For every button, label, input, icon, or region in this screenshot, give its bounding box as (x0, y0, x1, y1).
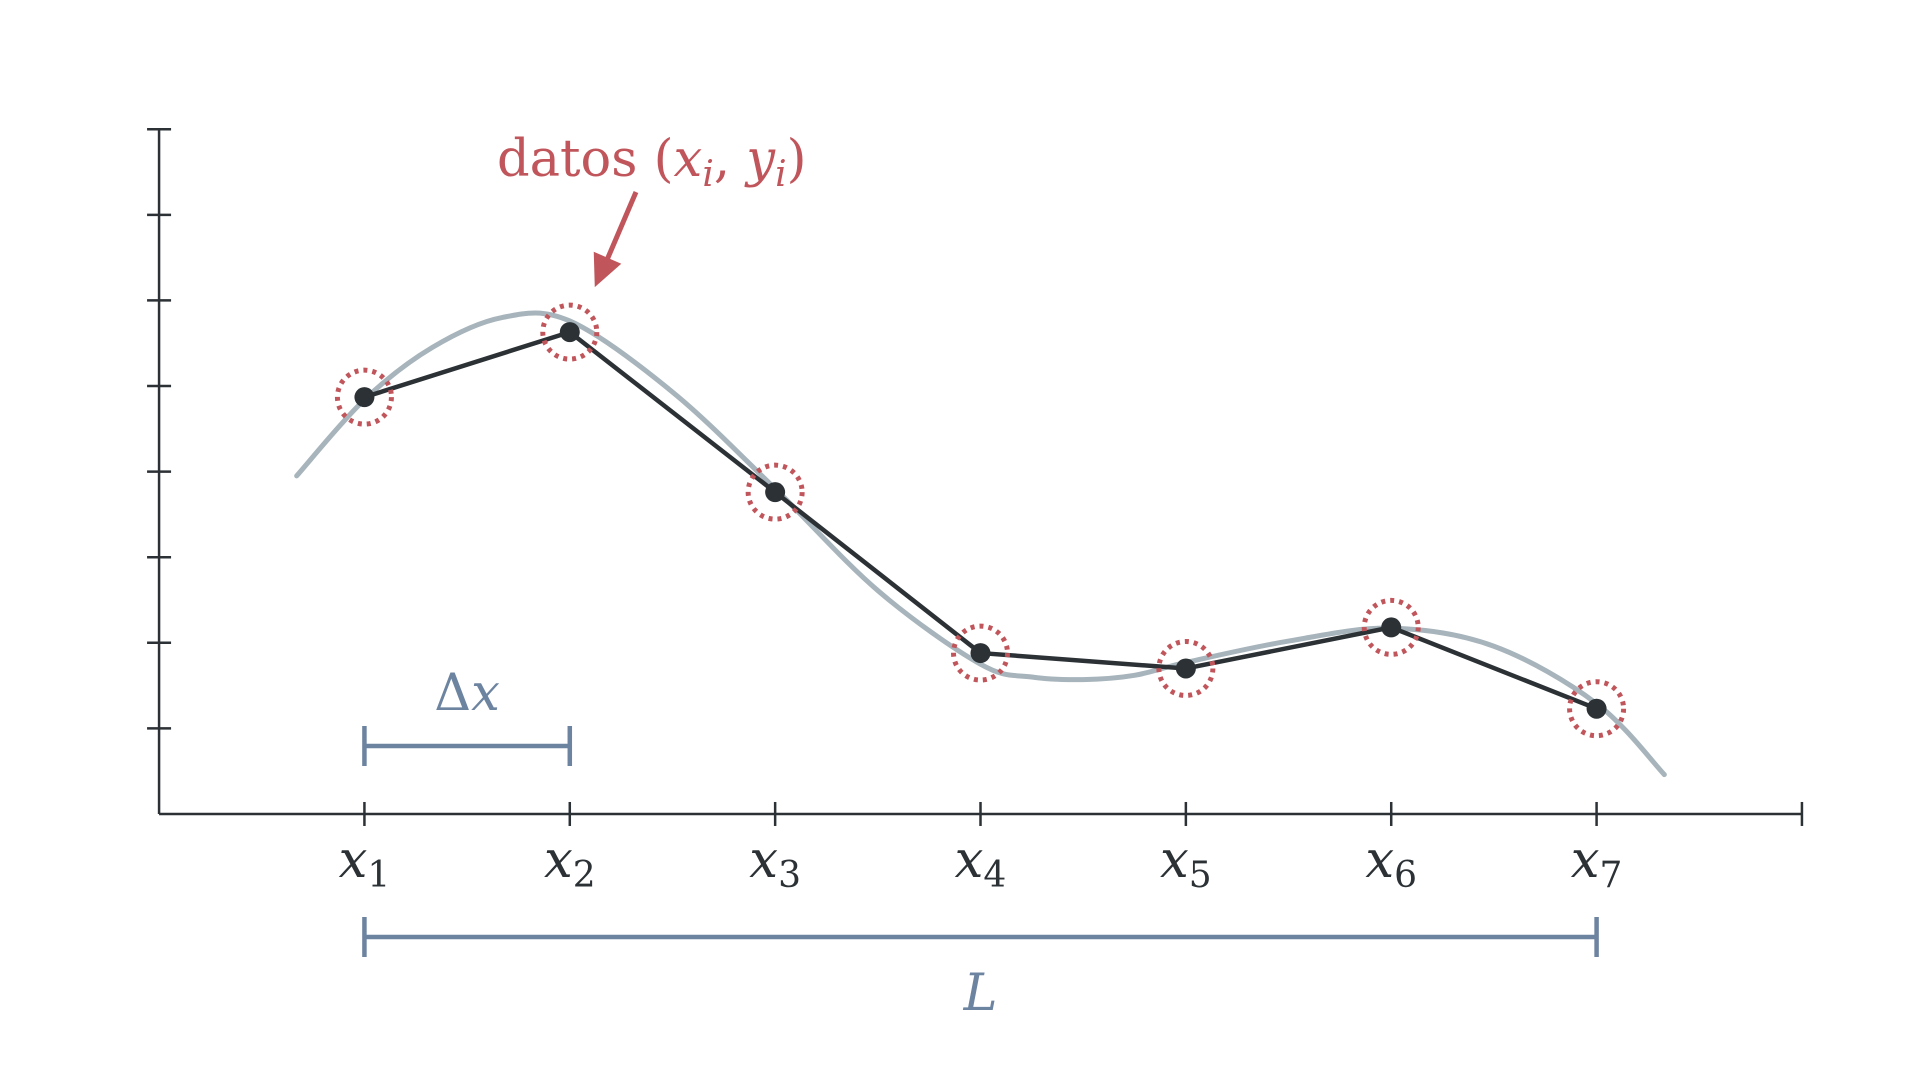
data-point-highlight (540, 302, 600, 362)
x-tick-label: x7 (1571, 831, 1623, 896)
smooth-curve (294, 310, 1667, 778)
arrow-shaft (602, 191, 639, 267)
data-annotation-label: datos (xi, yi) (497, 130, 807, 195)
data-point-highlight (1361, 597, 1421, 657)
data-point (1175, 658, 1196, 679)
data-point (1381, 617, 1402, 638)
x-tick-labels: x1 x2 x3 x4 x5 x6 x7 (339, 831, 1623, 896)
delta-x-label: Δx (434, 664, 500, 723)
x-tick-label: x1 (339, 831, 391, 896)
x-tick-label: x2 (544, 831, 596, 896)
data-point-highlight (1156, 638, 1216, 698)
data-point-highlight (951, 623, 1011, 683)
data-point (765, 482, 786, 503)
data-marker-layer (334, 302, 1627, 739)
data-point-highlight (1567, 679, 1627, 739)
smooth-curve-layer (294, 310, 1667, 778)
arrow-head (593, 251, 622, 288)
data-point (1586, 698, 1607, 719)
length-label: L (963, 964, 998, 1023)
x-tick-label: x4 (955, 831, 1007, 896)
data-point (559, 322, 580, 343)
delta-x-bracket (362, 726, 573, 766)
data-point-highlight (334, 367, 394, 427)
data-annotation-arrow (593, 191, 639, 288)
annotations: datos (xi, yi) Δx L (362, 130, 1599, 1023)
x-tick-label: x3 (749, 831, 801, 896)
axes (147, 127, 1804, 826)
data-point (354, 387, 375, 408)
x-tick-label: x5 (1160, 831, 1212, 896)
data-point (970, 643, 991, 664)
length-bracket (362, 917, 1599, 957)
x-tick-label: x6 (1365, 831, 1417, 896)
data-point-highlight (745, 462, 805, 522)
